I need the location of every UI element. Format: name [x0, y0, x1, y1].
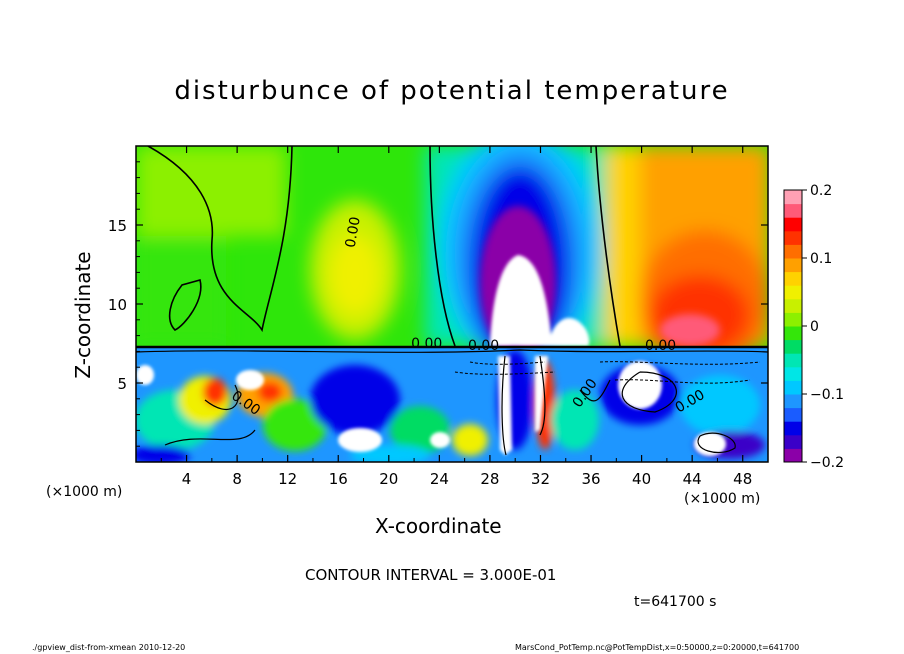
- colorbar-tick-label: −0.1: [810, 387, 844, 403]
- colorbar-cell: [784, 326, 802, 341]
- x-tick-label: 36: [581, 470, 600, 488]
- x-tick-label: 24: [430, 470, 449, 488]
- colorbar-cell: [784, 421, 802, 436]
- x-tick-label: 48: [733, 470, 752, 488]
- colorbar-tick-label: 0.2: [810, 183, 832, 199]
- x-tick-label: 12: [278, 470, 297, 488]
- x-tick-label: 16: [329, 470, 348, 488]
- colorbar-cell: [784, 339, 802, 354]
- colorbar-cell: [784, 434, 802, 449]
- footer-script-name: ./gpview_dist-from-xmean 2010-12-20: [32, 643, 186, 652]
- x-tick-label: 4: [182, 470, 192, 488]
- contour-label: 0.00: [411, 336, 442, 352]
- x-tick-label: 20: [379, 470, 398, 488]
- colorbar-cell: [784, 366, 802, 381]
- colorbar-cell: [784, 258, 802, 273]
- contour-lines: [136, 146, 768, 456]
- y-axis-label: Z-coordinate: [71, 251, 95, 379]
- x-unit-left: (×1000 m): [46, 484, 123, 500]
- colorbar-cell: [784, 407, 802, 422]
- contour-label: 0.00: [343, 215, 364, 248]
- x-axis-label: X-coordinate: [375, 514, 502, 538]
- x-tick-label: 8: [232, 470, 242, 488]
- x-tick-label: 28: [480, 470, 499, 488]
- colorbar-tick-label: −0.2: [810, 455, 844, 471]
- colorbar-cell: [784, 353, 802, 368]
- colorbar-cell: [784, 448, 802, 463]
- colorbar-cell: [784, 285, 802, 300]
- y-tick-label: 15: [108, 217, 127, 235]
- colorbar-cell: [784, 312, 802, 327]
- x-unit-right: (×1000 m): [684, 491, 761, 507]
- colorbar: 0.2 0.1 0 −0.1 −0.2: [783, 183, 844, 471]
- y-tick-label: 5: [117, 375, 127, 393]
- contour-label: 0.00: [645, 338, 676, 354]
- colorbar-cell: [784, 203, 802, 218]
- chart-title: disturbunce of potential temperature: [174, 76, 730, 106]
- colorbar-cell: [784, 271, 802, 286]
- colorbar-cell: [784, 380, 802, 395]
- x-tick-label: 44: [683, 470, 702, 488]
- colorbar-cell: [784, 190, 802, 205]
- colorbar-cell: [784, 244, 802, 259]
- contour-interval: CONTOUR INTERVAL = 3.000E-01: [305, 566, 557, 584]
- footer-source: MarsCond_PotTemp.nc@PotTempDist,x=0:5000…: [515, 643, 800, 652]
- colorbar-cell: [784, 230, 802, 245]
- time-label: t=641700 s: [634, 594, 717, 610]
- negative-contours: [454, 361, 761, 384]
- colorbar-tick-label: 0: [810, 319, 819, 335]
- x-tick-label: 40: [632, 470, 651, 488]
- contour-label: 0.00: [468, 338, 499, 354]
- colorbar-tick-label: 0.1: [810, 251, 832, 267]
- y-tick-label: 10: [108, 296, 127, 314]
- heatmap-field: 0.000.00 0.00 0.000.00 0.000.00: [136, 146, 768, 462]
- colorbar-cell: [784, 217, 802, 232]
- colorbar-cell: [784, 298, 802, 313]
- colorbar-cell: [784, 394, 802, 409]
- x-tick-label: 32: [531, 470, 550, 488]
